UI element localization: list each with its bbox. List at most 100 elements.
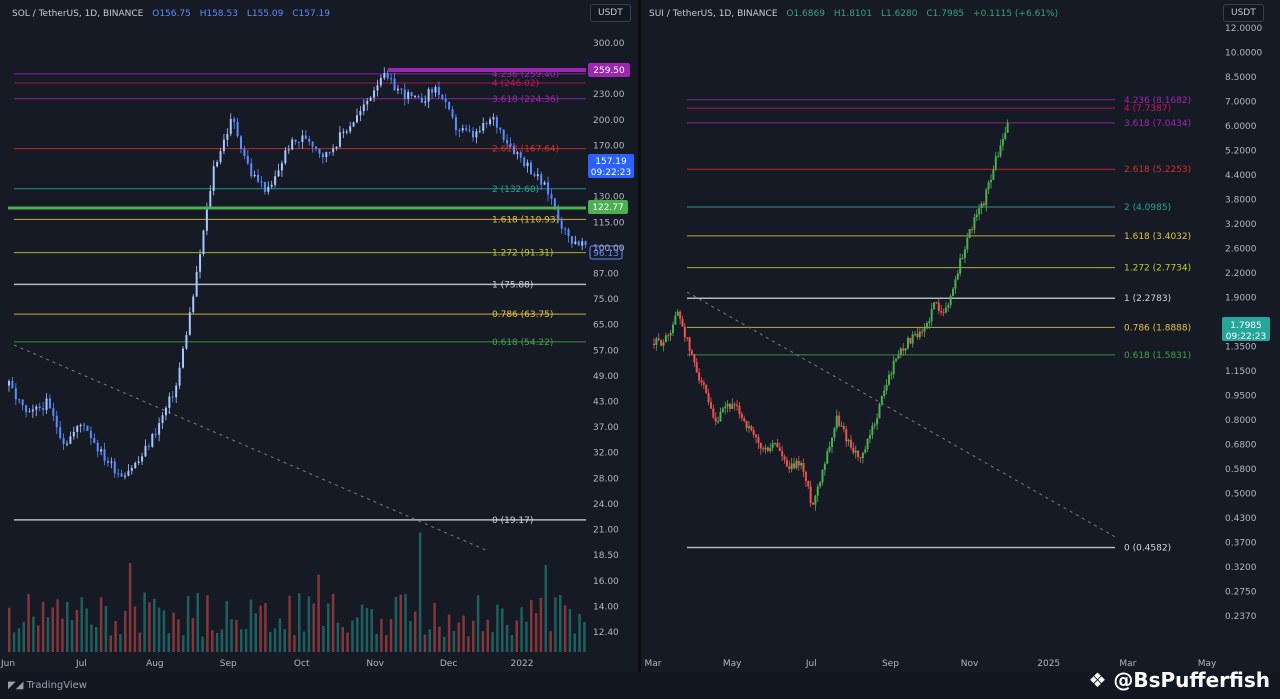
left-candle-body: [414, 95, 416, 97]
left-volume-bar: [235, 619, 238, 652]
left-candle-body: [512, 146, 515, 155]
left-candle-body: [124, 475, 126, 477]
left-price-tag-purple-text: 259.50: [593, 66, 625, 76]
sol-currency-button[interactable]: USDT: [590, 4, 631, 22]
right-candle-body: [859, 456, 862, 459]
right-candle-body: [873, 424, 876, 426]
right-candle-body: [676, 311, 679, 316]
left-volume-bar: [99, 597, 103, 652]
right-x-tick-label: Mar: [1119, 659, 1136, 669]
sol-chart-svg[interactable]: 300.00260.00230.00200.00170.00150.00130.…: [0, 0, 640, 672]
left-candle-body: [506, 139, 509, 144]
left-volume-bar: [201, 636, 204, 652]
right-fib-label: 1 (2.2783): [1124, 294, 1171, 304]
left-y-tick-label: 14.00: [593, 602, 619, 612]
left-price-tag-green: [588, 200, 628, 214]
left-y-tick-label: 43.00: [593, 398, 619, 408]
right-candle-body: [800, 463, 803, 466]
left-candle-body: [62, 438, 65, 444]
sui-currency-button[interactable]: USDT: [1223, 4, 1264, 22]
left-candle-body: [182, 348, 184, 368]
right-candle-body: [816, 486, 819, 496]
sui-chart-header: SUI / TetherUS, 1D, BINANCE O1.6869 H1.8…: [649, 9, 1064, 19]
left-candle-body: [28, 411, 31, 413]
left-volume-bar: [37, 625, 40, 652]
right-fib-label: 2 (4.0985): [1124, 203, 1171, 213]
sui-low-value: L1.6280: [880, 9, 918, 19]
left-candle-body: [106, 460, 109, 463]
left-volume-bar: [191, 618, 195, 652]
left-candle-body: [338, 132, 341, 147]
right-candle-body: [916, 333, 919, 338]
left-candle-body: [427, 89, 430, 102]
right-y-tick-label: 0.3200: [1225, 563, 1257, 573]
left-volume-bar: [563, 605, 567, 652]
left-volume-bar: [447, 614, 451, 652]
left-candle-body: [229, 118, 232, 134]
right-fib-label: 1.272 (2.7734): [1124, 264, 1191, 274]
left-volume-bar: [298, 593, 301, 652]
left-volume-bar: [51, 607, 54, 652]
left-candle-body: [396, 88, 399, 91]
left-volume-bar: [182, 635, 185, 652]
right-candle-body: [994, 156, 997, 170]
sui-chart-svg[interactable]: 12.0000 10.0000 8.5000 7.0000 6.0000 5.2000 4.…: [641, 0, 1280, 672]
left-candle-body: [263, 181, 266, 192]
right-candle-body: [975, 214, 978, 218]
left-volume-bar: [505, 624, 509, 652]
right-candle-body: [750, 426, 753, 430]
left-volume-bar: [534, 613, 538, 652]
sui-chart-panel[interactable]: SUI / TetherUS, 1D, BINANCE O1.6869 H1.8…: [641, 0, 1280, 672]
sol-chart-panel[interactable]: SOL / TetherUS, 1D, BINANCE O156.75 H158…: [0, 0, 640, 672]
left-price-tag-purple: [588, 63, 630, 77]
left-candle-body: [519, 152, 522, 158]
right-candle-body: [667, 335, 670, 337]
left-candle-body: [257, 174, 260, 182]
right-y-tick-label: 0.3700: [1225, 539, 1257, 549]
left-volume-bar: [510, 635, 514, 652]
left-candle-body: [567, 229, 570, 237]
left-candle-body: [533, 174, 536, 177]
left-candle-body: [11, 380, 14, 389]
left-candle-body: [536, 174, 539, 177]
left-volume-bar: [554, 597, 557, 652]
right-candle-body: [871, 425, 874, 436]
left-volume-bar: [254, 613, 257, 652]
left-candle-body: [137, 461, 140, 463]
left-volume-bar: [331, 593, 335, 652]
tradingview-brand-label: TradingView: [26, 680, 87, 691]
tradingview-logo[interactable]: ◤◢ TradingView: [8, 680, 87, 691]
left-volume-bar: [66, 601, 69, 652]
right-candle-body: [973, 217, 976, 230]
right-candle-body: [999, 145, 1002, 157]
left-volume-bar: [128, 563, 132, 652]
left-candle-body: [454, 117, 457, 131]
left-y-tick-label: 24.00: [593, 500, 619, 510]
right-y-tick-label: 6.0000: [1225, 122, 1257, 132]
left-volume-bar: [153, 598, 156, 652]
right-candle-body: [802, 463, 805, 472]
left-candle-body: [321, 153, 324, 158]
left-candle-body: [205, 207, 208, 231]
left-volume-bar: [365, 607, 369, 652]
right-y-tick-label: 10.0000: [1225, 49, 1262, 59]
left-volume-bar: [539, 597, 543, 652]
left-volume-bar: [573, 633, 576, 652]
left-volume-bar: [327, 603, 330, 652]
left-price-tag-low-text: 96.13: [593, 249, 619, 259]
right-candle-body: [759, 442, 762, 449]
left-candle-body: [478, 130, 481, 132]
tradingview-logo-icon: ◤◢: [8, 680, 27, 691]
left-candle-body: [274, 176, 277, 185]
panel-divider[interactable]: [638, 0, 641, 672]
left-candle-body: [120, 473, 123, 477]
right-candle-body: [669, 333, 672, 336]
right-candle-body: [1001, 138, 1004, 146]
left-price-tag-current: [588, 154, 634, 178]
left-volume-bar: [75, 609, 79, 652]
right-candle-body: [778, 447, 781, 451]
right-candle-body: [854, 450, 857, 453]
left-price-tag-low: [589, 245, 623, 260]
right-y-tick-label: 0.8000: [1225, 416, 1257, 426]
left-candle-body: [168, 396, 171, 408]
